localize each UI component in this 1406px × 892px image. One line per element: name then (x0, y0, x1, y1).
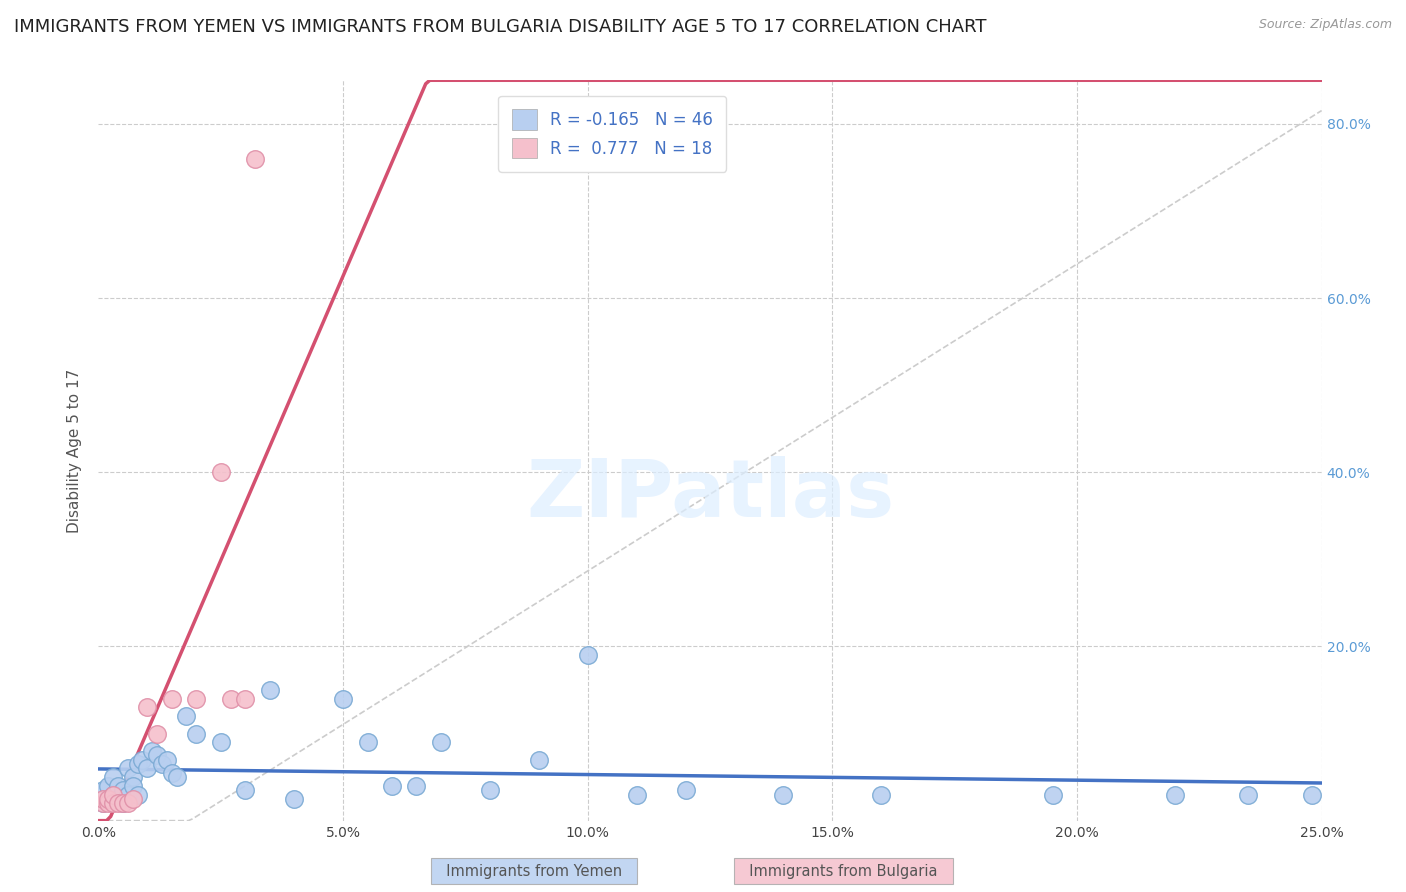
Point (160, 765, 183, 780)
Point (91, 783, 114, 797)
Point (675, 783, 697, 797)
Point (146, 726, 169, 740)
Text: ZIPatlas: ZIPatlas (526, 456, 894, 534)
Point (233, 691, 256, 706)
Point (186, 726, 208, 740)
Text: Immigrants from Bulgaria: Immigrants from Bulgaria (740, 863, 948, 879)
Point (405, 779, 427, 793)
Point (101, 788, 124, 802)
Point (1301, 788, 1323, 802)
Point (150, 757, 173, 772)
Point (97, 796, 120, 810)
Point (259, 683, 281, 698)
Point (101, 770, 124, 784)
Point (117, 761, 139, 775)
Point (111, 796, 134, 810)
Point (91, 796, 114, 810)
Point (478, 783, 501, 797)
Point (166, 770, 188, 784)
Point (356, 735, 378, 749)
Point (209, 735, 232, 749)
Point (176, 709, 198, 723)
Point (101, 788, 124, 802)
Point (131, 753, 153, 767)
Point (243, 152, 266, 166)
Point (111, 796, 134, 810)
Point (146, 748, 169, 763)
Point (870, 788, 893, 802)
Point (160, 691, 183, 706)
Point (111, 783, 134, 797)
Point (1164, 788, 1187, 802)
Text: Source: ZipAtlas.com: Source: ZipAtlas.com (1258, 18, 1392, 31)
Point (107, 779, 129, 793)
Point (121, 792, 143, 806)
Point (97, 792, 120, 806)
Point (332, 691, 354, 706)
Point (772, 788, 794, 802)
Point (136, 700, 159, 714)
Point (91, 792, 114, 806)
Point (117, 788, 139, 802)
Point (97, 779, 120, 793)
Point (219, 691, 242, 706)
Point (576, 648, 599, 662)
Point (1042, 788, 1064, 802)
Point (107, 792, 129, 806)
Point (136, 761, 159, 775)
Point (1237, 788, 1260, 802)
Y-axis label: Disability Age 5 to 17: Disability Age 5 to 17 (67, 368, 83, 533)
Point (156, 753, 179, 767)
Point (91, 796, 114, 810)
Point (527, 753, 550, 767)
Point (127, 757, 149, 772)
Legend: R = -0.165   N = 46, R =  0.777   N = 18: R = -0.165 N = 46, R = 0.777 N = 18 (498, 96, 725, 171)
Point (127, 788, 149, 802)
Point (283, 792, 305, 806)
Point (141, 744, 163, 758)
Point (121, 779, 143, 793)
Point (209, 465, 232, 479)
Point (381, 779, 404, 793)
Point (117, 796, 139, 810)
Text: Immigrants from Yemen: Immigrants from Yemen (437, 863, 631, 879)
Point (107, 796, 129, 810)
Point (186, 691, 208, 706)
Point (97, 792, 120, 806)
Point (233, 783, 256, 797)
Point (101, 796, 124, 810)
Point (121, 770, 143, 784)
Point (626, 788, 648, 802)
Text: IMMIGRANTS FROM YEMEN VS IMMIGRANTS FROM BULGARIA DISABILITY AGE 5 TO 17 CORRELA: IMMIGRANTS FROM YEMEN VS IMMIGRANTS FROM… (14, 18, 987, 36)
Point (430, 735, 453, 749)
